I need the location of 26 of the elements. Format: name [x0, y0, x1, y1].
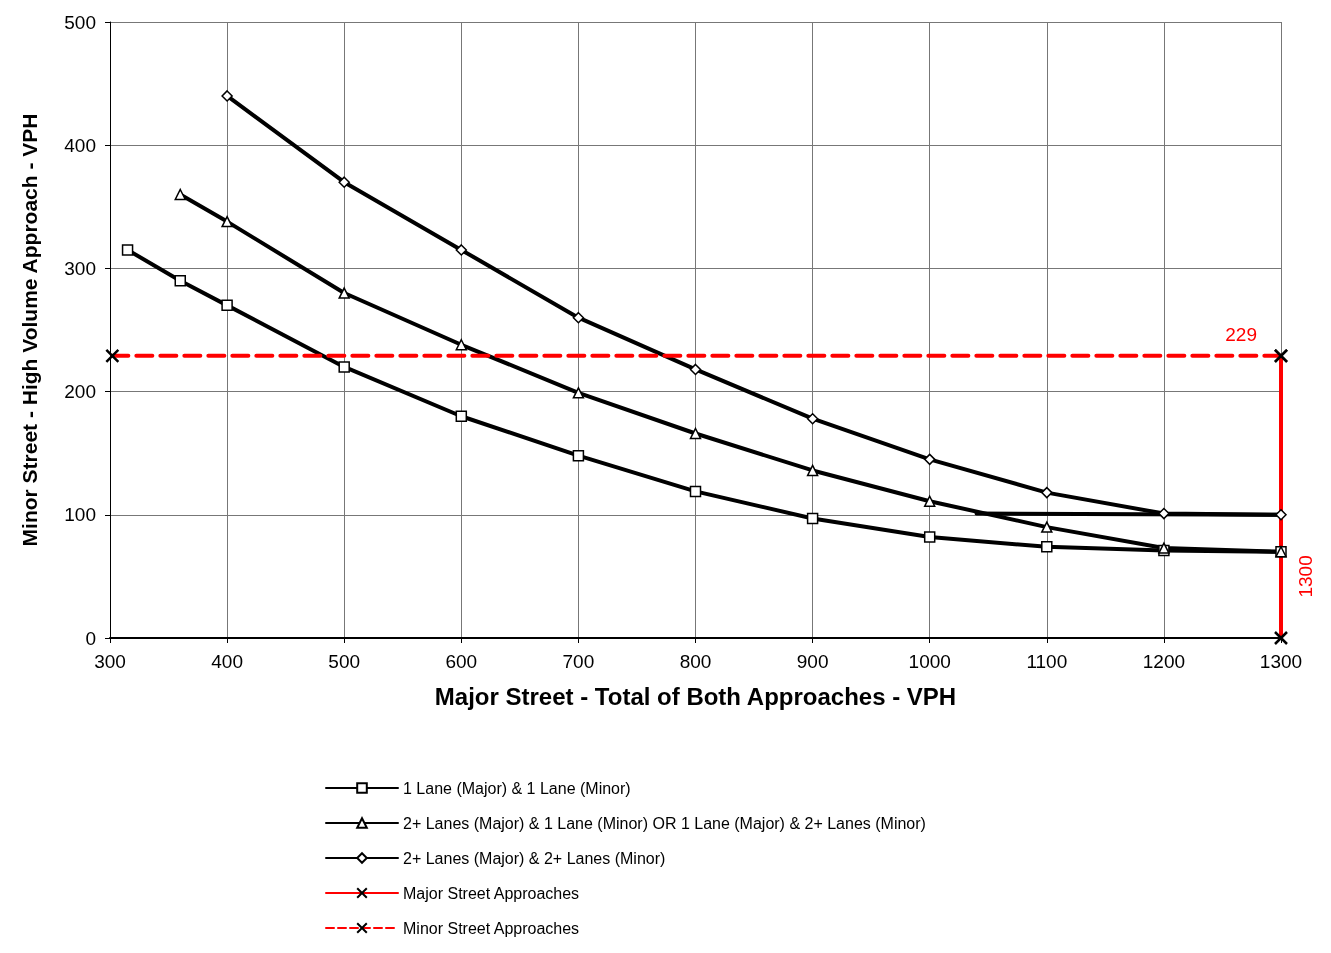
- y-tick-label: 0: [85, 627, 96, 649]
- legend-label: Minor Street Approaches: [403, 919, 580, 937]
- legend-label: 2+ Lanes (Major) & 2+ Lanes (Minor): [403, 849, 666, 867]
- y-tick-label: 200: [64, 381, 96, 403]
- legend-label: 2+ Lanes (Major) & 1 Lane (Minor) OR 1 Lane (Major) & 2+ Lanes (Minor): [403, 814, 926, 832]
- x-tick-label: 1000: [908, 651, 951, 672]
- x-tick-label: 800: [679, 651, 712, 672]
- y-tick-label: 100: [64, 504, 96, 526]
- y-tick-label: 400: [64, 134, 96, 156]
- x-tick-label: 1200: [1142, 651, 1186, 672]
- y-axis-title: Minor Street - High Volume Approach - VPH: [18, 113, 41, 547]
- x-tick-label: 300: [94, 651, 126, 672]
- x-tick-label: 1300: [1259, 651, 1303, 672]
- x-tick-label: 400: [211, 651, 243, 672]
- legend-label: 1 Lane (Major) & 1 Lane (Minor): [403, 779, 631, 797]
- x-tick-label: 700: [562, 651, 595, 672]
- legend-label: Major Street Approaches: [403, 884, 580, 902]
- annotation: 229: [1225, 323, 1257, 345]
- y-tick-label: 300: [64, 257, 96, 279]
- annotation: 1300: [1294, 555, 1316, 598]
- y-tick-label: 500: [64, 11, 96, 33]
- x-tick-label: 600: [445, 651, 478, 672]
- x-tick-label: 900: [796, 651, 829, 672]
- x-tick-label: 1100: [1026, 651, 1068, 672]
- x-tick-label: 500: [328, 651, 361, 672]
- x-axis-title: Major Street - Total of Both Approaches - VPH: [434, 682, 957, 710]
